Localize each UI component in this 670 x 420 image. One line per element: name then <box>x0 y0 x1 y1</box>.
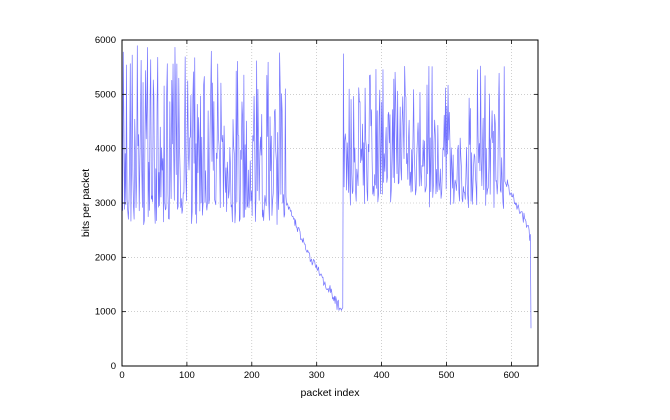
svg-text:0: 0 <box>111 361 116 372</box>
svg-text:3000: 3000 <box>95 198 116 209</box>
svg-text:600: 600 <box>503 370 519 381</box>
svg-text:400: 400 <box>374 370 390 381</box>
svg-text:4000: 4000 <box>95 144 116 155</box>
svg-text:5000: 5000 <box>95 89 116 100</box>
svg-text:300: 300 <box>309 370 325 381</box>
svg-text:packet index: packet index <box>301 387 361 399</box>
svg-text:500: 500 <box>439 370 455 381</box>
svg-text:0: 0 <box>119 370 124 381</box>
svg-text:200: 200 <box>244 370 260 381</box>
svg-text:bits per packet: bits per packet <box>80 169 92 237</box>
svg-text:1000: 1000 <box>95 307 116 318</box>
svg-text:2000: 2000 <box>95 252 116 263</box>
svg-text:100: 100 <box>179 370 195 381</box>
svg-text:6000: 6000 <box>95 35 116 46</box>
